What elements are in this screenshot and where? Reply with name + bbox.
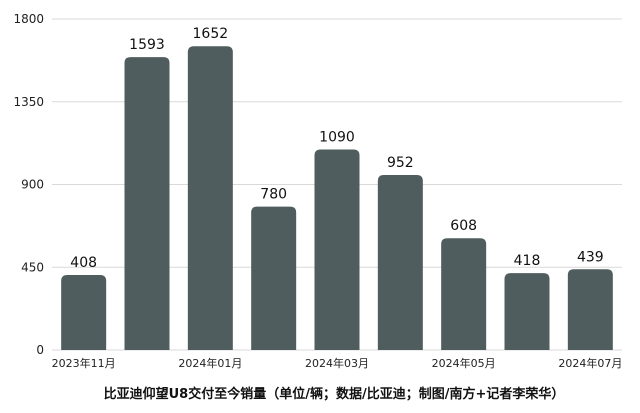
data-label: 439 bbox=[577, 249, 604, 265]
data-label: 1090 bbox=[319, 130, 355, 146]
bar-2024年06月 bbox=[504, 273, 550, 350]
data-label: 952 bbox=[387, 155, 414, 171]
bars bbox=[61, 46, 613, 351]
x-tick-label: 2024年03月 bbox=[305, 356, 369, 370]
chart-title: 比亚迪仰望U8交付至今销量（单位/辆；数据/比亚迪；制图/南方+记者李荣华） bbox=[104, 386, 565, 402]
bar-2024年01月 bbox=[187, 46, 233, 351]
y-axis-ticks: 0 450 900 1350 1800 bbox=[13, 12, 44, 357]
data-labels: 408 1593 1652 780 1090 952 608 418 439 bbox=[70, 26, 603, 271]
bar-2024年04月 bbox=[377, 174, 423, 350]
bar-2024年03月 bbox=[314, 149, 360, 350]
data-label: 780 bbox=[260, 187, 287, 203]
data-label: 608 bbox=[450, 218, 477, 234]
bar-2024年07月 bbox=[567, 269, 613, 350]
x-tick-label: 2024年05月 bbox=[432, 356, 496, 370]
x-axis-ticks: 2023年11月 2024年01月 2024年03月 2024年05月 2024年07月 bbox=[52, 356, 623, 370]
x-tick-label: 2024年01月 bbox=[178, 356, 242, 370]
bar-2024年05月 bbox=[441, 238, 487, 350]
y-tick-label: 450 bbox=[21, 260, 44, 274]
x-tick-label: 2023年11月 bbox=[52, 356, 116, 370]
y-tick-label: 900 bbox=[21, 178, 44, 192]
data-label: 418 bbox=[514, 253, 541, 269]
bar-2023年12月 bbox=[124, 57, 170, 350]
data-label: 1652 bbox=[193, 26, 229, 42]
y-tick-label: 1800 bbox=[13, 12, 44, 26]
x-tick-label: 2024年07月 bbox=[558, 356, 622, 370]
y-tick-label: 1350 bbox=[13, 95, 44, 109]
bar-2023年11月 bbox=[61, 274, 107, 350]
data-label: 1593 bbox=[129, 37, 165, 53]
data-label: 408 bbox=[70, 255, 97, 271]
y-tick-label: 0 bbox=[36, 343, 44, 357]
bar-2024年02月 bbox=[251, 206, 297, 350]
